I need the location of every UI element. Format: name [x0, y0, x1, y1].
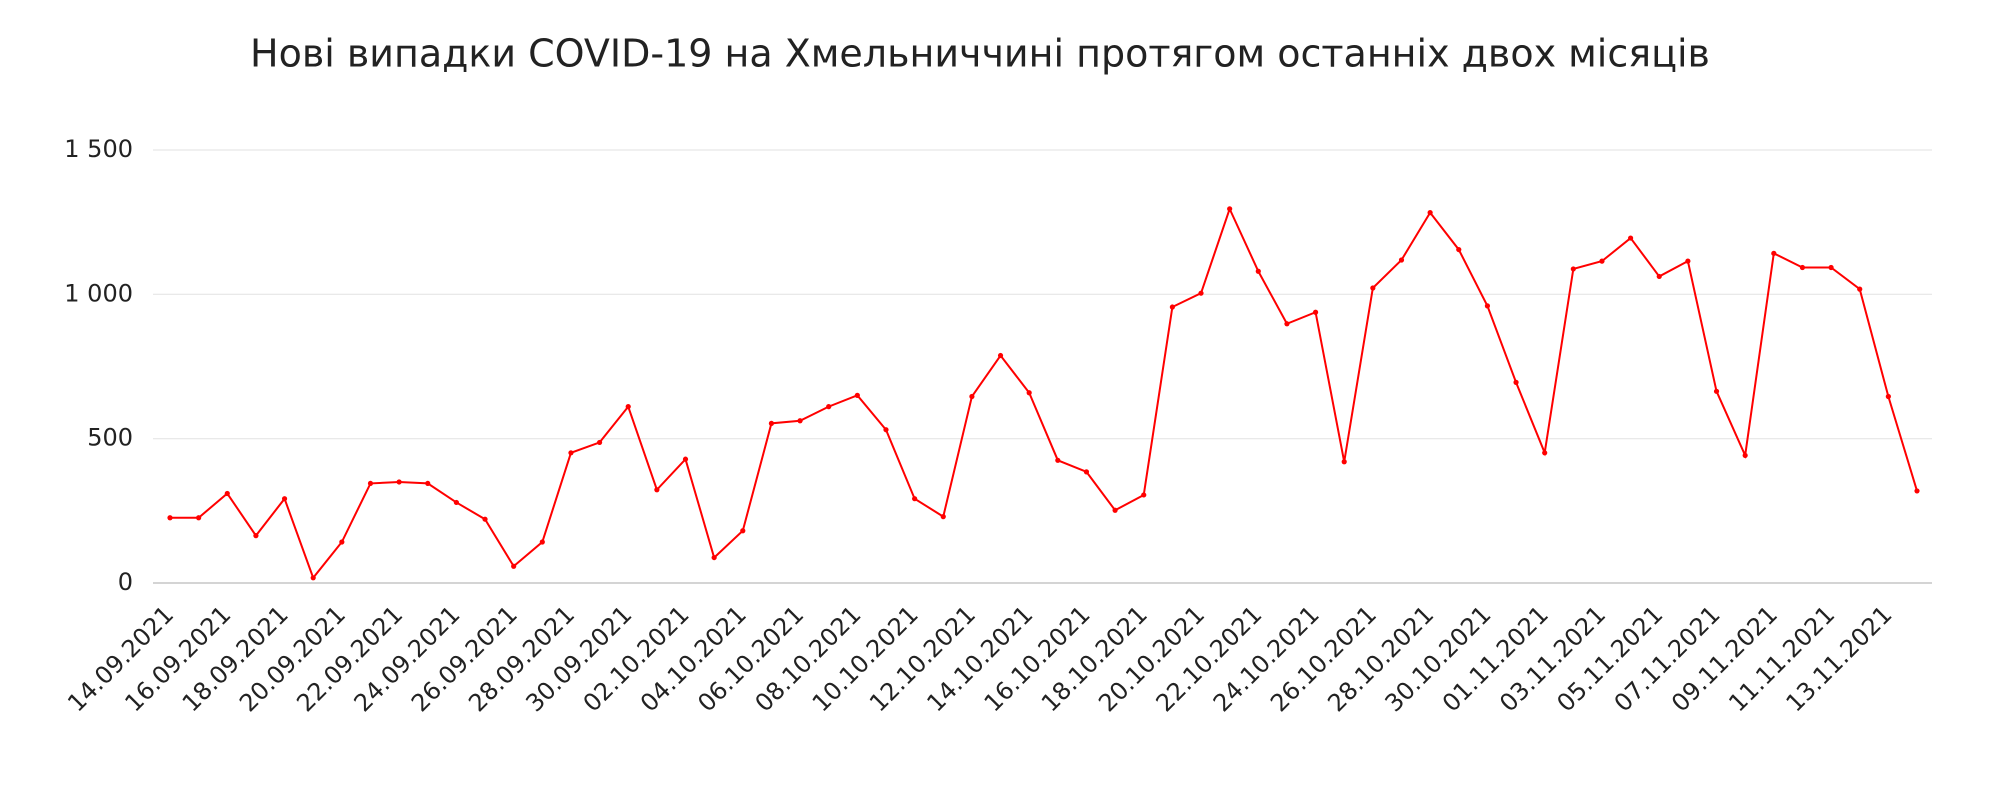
point — [596, 439, 603, 446]
point — [1026, 390, 1032, 396]
point — [1685, 258, 1691, 264]
point — [253, 533, 259, 539]
point — [883, 427, 889, 433]
point — [768, 420, 775, 426]
point — [682, 456, 689, 462]
point — [912, 496, 918, 502]
point — [654, 487, 660, 493]
point — [1227, 206, 1233, 212]
point — [940, 514, 946, 520]
point — [711, 554, 717, 561]
point — [625, 404, 631, 410]
point — [1341, 459, 1347, 465]
point — [740, 528, 746, 534]
point — [1656, 273, 1662, 280]
point — [826, 404, 832, 410]
point — [1284, 321, 1290, 327]
point — [1771, 250, 1777, 256]
point — [1914, 488, 1920, 494]
point — [482, 516, 488, 522]
point — [281, 496, 288, 502]
point — [1828, 264, 1834, 271]
point — [1398, 257, 1405, 263]
point — [167, 515, 173, 521]
point — [1599, 258, 1605, 264]
point — [1169, 304, 1175, 310]
point — [396, 479, 402, 485]
point — [969, 393, 975, 400]
y-tick-label: 500 — [87, 424, 133, 452]
point — [797, 418, 803, 424]
point — [1742, 452, 1748, 459]
point — [1456, 246, 1462, 253]
point — [997, 352, 1004, 359]
point — [1885, 393, 1891, 400]
point — [1112, 507, 1118, 513]
point — [1370, 285, 1376, 291]
point — [1713, 388, 1720, 394]
point — [1542, 450, 1548, 456]
point — [1570, 266, 1576, 272]
point — [339, 539, 345, 545]
point — [1198, 290, 1204, 296]
y-tick-label: 0 — [118, 568, 133, 596]
point — [367, 480, 374, 487]
point — [425, 480, 431, 487]
point — [1312, 309, 1319, 315]
y-tick-label: 1 500 — [64, 135, 133, 163]
point — [539, 539, 545, 545]
point — [568, 450, 574, 456]
point — [1857, 286, 1863, 292]
point — [1083, 469, 1090, 475]
point — [1513, 379, 1519, 385]
point — [511, 563, 517, 569]
line — [170, 206, 1918, 580]
point — [1141, 492, 1147, 498]
point — [854, 392, 860, 398]
y-tick-label: 1 000 — [64, 279, 133, 307]
chart-title: Нові випадки COVID-19 на Хмельниччині пр… — [250, 32, 1710, 76]
point — [1255, 268, 1261, 274]
point — [310, 575, 316, 581]
point — [196, 515, 202, 521]
point — [1484, 303, 1491, 309]
point — [1799, 264, 1806, 271]
point — [453, 499, 459, 506]
point — [1055, 457, 1061, 463]
point — [224, 490, 230, 497]
point — [1628, 235, 1634, 241]
point — [1427, 210, 1433, 216]
